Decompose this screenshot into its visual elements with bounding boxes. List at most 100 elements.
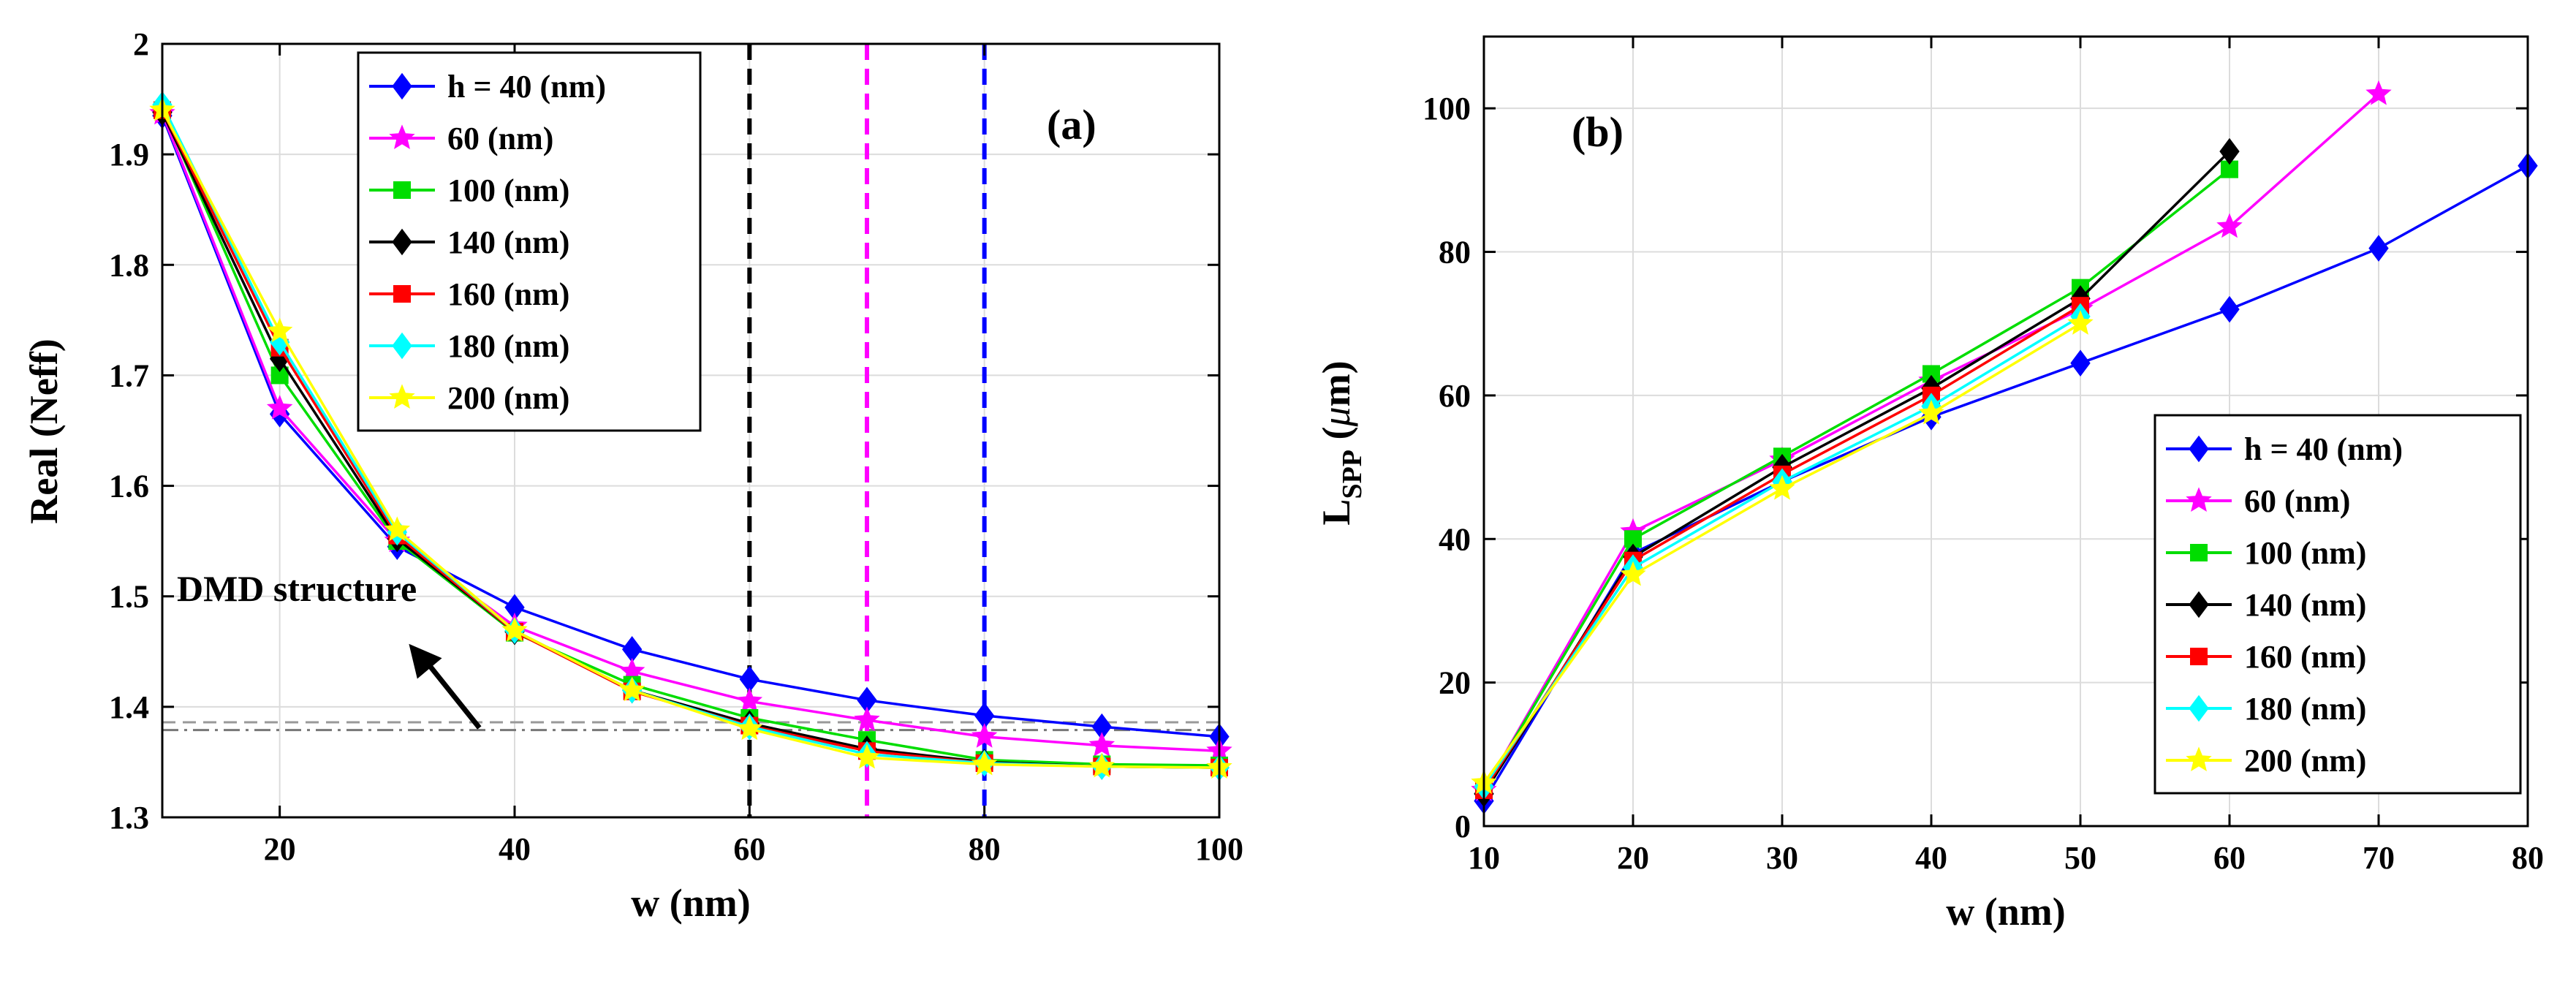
legend-label: 140 (nm) xyxy=(2244,587,2366,623)
x-tick-label: 60 xyxy=(2213,840,2246,876)
legend-marker xyxy=(389,384,415,409)
legend-marker xyxy=(389,124,415,150)
data-point xyxy=(266,395,293,420)
legend-marker xyxy=(2189,435,2209,463)
y-tick-label: 40 xyxy=(1439,521,1471,557)
x-tick-label: 100 xyxy=(1195,831,1243,867)
y-tick-label: 2 xyxy=(133,26,149,62)
x-tick-label: 60 xyxy=(733,831,765,867)
legend-label: 100 (nm) xyxy=(447,173,569,208)
data-point xyxy=(501,616,528,642)
data-point xyxy=(736,687,763,713)
axes-frame xyxy=(1482,35,2529,828)
y-axis-label: LSPP (μm) xyxy=(1314,360,1368,525)
legend-label: h = 40 (nm) xyxy=(2244,431,2403,467)
series-line xyxy=(161,109,1220,767)
y-tick-label: 1.5 xyxy=(109,579,149,615)
legend-label: 160 (nm) xyxy=(447,276,569,312)
legend-marker xyxy=(2190,648,2208,665)
data-point xyxy=(2365,80,2392,105)
x-tick-label: 80 xyxy=(969,831,1001,867)
y-axis-label-main: L xyxy=(1314,499,1358,526)
legend-label: 200 (nm) xyxy=(2244,743,2366,779)
x-tick-label: 20 xyxy=(1617,840,1649,876)
x-tick-label: 50 xyxy=(2064,840,2096,876)
legend-label: 180 (nm) xyxy=(447,328,569,364)
data-point xyxy=(854,706,880,732)
legend-marker xyxy=(2189,591,2209,618)
data-point xyxy=(1088,752,1115,778)
y-tick-label: 1.8 xyxy=(109,247,149,283)
data-point xyxy=(854,743,880,769)
legend-label: 100 (nm) xyxy=(2244,535,2366,571)
data-point xyxy=(1918,399,1944,425)
panel-label: (a) xyxy=(1047,101,1096,148)
y-tick-label: 80 xyxy=(1439,235,1471,270)
annotation-arrow-head xyxy=(409,643,442,679)
data-point xyxy=(384,516,411,542)
data-point xyxy=(1769,474,1795,500)
y-tick-label: 1.3 xyxy=(109,800,149,836)
y-tick-label: 0 xyxy=(1455,809,1471,844)
y-axis-label: Real (Neff) xyxy=(22,338,66,523)
annotation-text: DMD structure xyxy=(177,568,417,609)
legend-marker xyxy=(393,181,411,199)
series-line xyxy=(161,115,1220,738)
y-axis-label-unit-close: m) xyxy=(1314,360,1358,406)
series-line xyxy=(1482,150,2231,795)
x-tick-label: 70 xyxy=(2363,840,2395,876)
chart-panel-a: 20 40 60 80 100 1.3 1.4 1.5 1.6 1.7 1.8 1.9 2 (a) w (n… xyxy=(22,26,1243,925)
data-point xyxy=(1088,732,1115,757)
axes-frame xyxy=(161,42,1221,819)
x-tick-label: 20 xyxy=(264,831,296,867)
y-tick-label: 20 xyxy=(1439,665,1471,701)
data-point xyxy=(2368,235,2389,262)
legend-label: 60 (nm) xyxy=(2244,483,2350,519)
series-line xyxy=(161,113,1220,753)
y-tick-label: 1.4 xyxy=(109,689,149,725)
y-tick-label: 60 xyxy=(1439,378,1471,414)
data-point xyxy=(1620,561,1646,586)
legend-marker xyxy=(392,72,412,100)
legend-marker xyxy=(2186,487,2212,512)
data-point xyxy=(736,715,763,741)
data-point xyxy=(266,317,293,343)
chart-panel-b: 10 20 30 40 50 60 70 80 0 20 40 60 80 100 (b) w (nm) h =… xyxy=(1314,35,2544,934)
data-point xyxy=(971,750,998,776)
legend-marker xyxy=(392,332,412,360)
data-point xyxy=(2067,310,2094,335)
legend-marker xyxy=(2186,746,2212,772)
data-point xyxy=(2219,295,2240,323)
series-line xyxy=(161,109,1220,769)
legend-marker xyxy=(393,285,411,303)
x-tick-label: 40 xyxy=(499,831,531,867)
legend-label: h = 40 (nm) xyxy=(447,69,606,105)
legend-marker xyxy=(2189,695,2209,722)
x-tick-label: 40 xyxy=(1915,840,1947,876)
legend-label: 60 (nm) xyxy=(447,121,553,156)
legend-label: 180 (nm) xyxy=(2244,691,2366,727)
y-axis-label-unit-mu: μ xyxy=(1314,406,1358,427)
x-tick-label: 30 xyxy=(1766,840,1798,876)
legend-marker xyxy=(392,228,412,256)
y-axis-label-unit-open: ( xyxy=(1314,427,1358,450)
panel-label: (b) xyxy=(1572,108,1624,156)
y-tick-label: 1.9 xyxy=(109,137,149,173)
y-tick-label: 100 xyxy=(1423,91,1471,126)
series-line xyxy=(1482,168,2231,791)
x-axis-label: w (nm) xyxy=(631,881,750,925)
data-point xyxy=(971,723,998,748)
data-point xyxy=(2219,137,2240,165)
x-axis-label: w (nm) xyxy=(1946,890,2065,934)
y-tick-label: 1.7 xyxy=(109,357,149,393)
legend-label: 140 (nm) xyxy=(447,224,569,260)
data-point xyxy=(618,676,645,702)
y-axis-label-subscript: SPP xyxy=(1337,450,1368,499)
y-tick-label: 1.6 xyxy=(109,469,149,504)
data-point xyxy=(2070,349,2091,376)
legend-label: 160 (nm) xyxy=(2244,639,2366,675)
legend-label: 200 (nm) xyxy=(447,380,569,416)
data-point xyxy=(2216,213,2243,238)
x-tick-label: 80 xyxy=(2512,840,2544,876)
